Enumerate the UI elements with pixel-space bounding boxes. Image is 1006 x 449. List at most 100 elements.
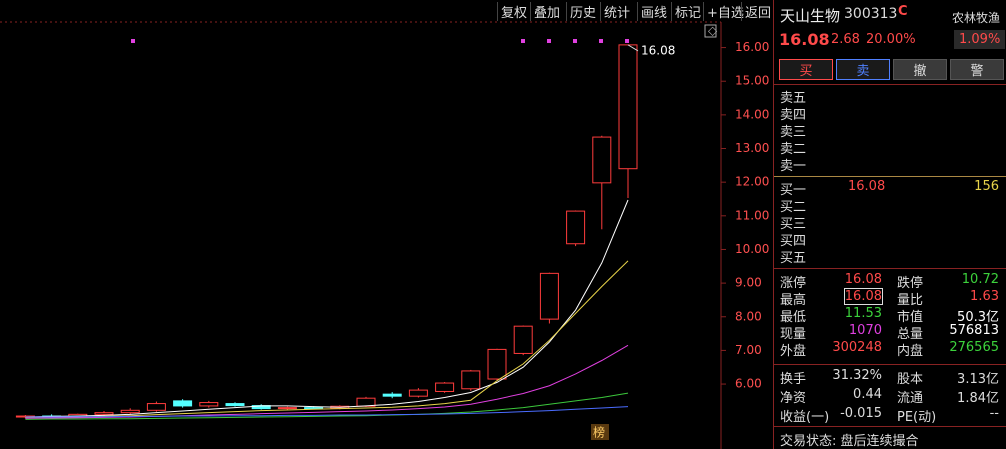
- stat-label: 最高: [780, 293, 807, 308]
- ask-label: 卖一: [780, 159, 807, 174]
- candle-body: [304, 407, 324, 410]
- toolbar-button[interactable]: 叠加: [530, 2, 563, 21]
- y-tick-label: 12.00: [735, 175, 769, 189]
- stat-label: 现量: [780, 327, 807, 342]
- sep: [774, 426, 1006, 427]
- action-button[interactable]: 买: [779, 59, 833, 80]
- action-button[interactable]: 撤: [893, 59, 947, 80]
- y-tick-label: 9.00: [735, 276, 762, 290]
- candle-body: [487, 348, 507, 380]
- stat-value: 1070: [848, 323, 882, 338]
- stat-label: 换手: [780, 372, 807, 387]
- toolbar-button[interactable]: +自选: [703, 2, 747, 21]
- candle-body: [225, 403, 245, 407]
- stat-label: 股本: [897, 372, 924, 387]
- candle-body: [199, 402, 219, 407]
- toolbar-button[interactable]: 标记: [671, 2, 704, 21]
- candle-body: [618, 44, 638, 170]
- kline-chart: ◇ 6.00 7.00 8.00 9.00 10.00 11.00 12.00 13.00 14…: [0, 21, 769, 449]
- stat-value: 16.08: [844, 272, 882, 287]
- toolbar-button[interactable]: 画线: [637, 2, 670, 21]
- y-tick-label: 15.00: [735, 74, 769, 88]
- ma-line: [25, 392, 629, 420]
- sep: [774, 268, 1006, 269]
- badge-bg: [591, 424, 609, 440]
- icon[interactable]: [704, 24, 717, 38]
- candle-body: [435, 382, 455, 392]
- stock-name: 天山生物: [780, 7, 841, 25]
- pct: 20.00%: [866, 32, 916, 47]
- stat-value: 1.63: [970, 289, 999, 304]
- stat-value: 576813: [949, 323, 999, 338]
- stat-label: 量比: [897, 293, 924, 308]
- candle-body: [461, 370, 481, 390]
- candle-body: [94, 412, 114, 415]
- stat-label: 总量: [897, 327, 924, 342]
- stat-value: 3.13亿: [957, 372, 999, 387]
- stat-label: 最低: [780, 310, 807, 325]
- stat-value: 10.72: [961, 272, 999, 287]
- stat-label: 净资: [780, 391, 807, 406]
- bid-cell: 买二: [780, 200, 807, 215]
- bid-cell: 买一: [780, 183, 807, 198]
- sector: 农林牧渔: [952, 11, 1001, 25]
- candle-body: [539, 272, 559, 320]
- action-button[interactable]: 卖: [836, 59, 890, 80]
- bid-cell: 买四: [780, 234, 807, 249]
- candle-body: [120, 409, 140, 414]
- quote-panel: 天山生物 300313 C 农林牧渔 16.08 2.68 20.00% 1.09% 买卖撤警卖…: [773, 0, 1006, 449]
- badge: 榜: [593, 425, 605, 440]
- stat-value: 0.44: [853, 387, 882, 402]
- sep: [774, 176, 1006, 177]
- y-tick-label: 8.00: [735, 309, 762, 323]
- toolbar-button[interactable]: 复权: [497, 2, 530, 21]
- stat-label: 涨停: [780, 276, 807, 291]
- y-tick-label: 13.00: [735, 141, 769, 155]
- toolbar-button[interactable]: 统计: [600, 2, 633, 21]
- stat-label: 流通: [897, 391, 924, 406]
- toolbar-button[interactable]: 历史: [566, 2, 599, 21]
- y-tick-label: 6.00: [735, 377, 762, 391]
- high-label: 16.08: [641, 43, 675, 57]
- candle-body: [566, 210, 586, 245]
- bid-cell: 156: [974, 179, 999, 194]
- pointer: [627, 44, 639, 52]
- stat-value: 31.32%: [832, 368, 882, 383]
- icon[interactable]: ◇: [708, 24, 718, 38]
- candle-body: [173, 400, 193, 407]
- y-tick-label: 7.00: [735, 343, 762, 357]
- ma-line: [25, 406, 629, 418]
- stat-value: 300248: [832, 340, 882, 355]
- bid-cell: 买五: [780, 251, 807, 266]
- stock-tag: C: [898, 4, 908, 19]
- candle-body: [513, 325, 533, 354]
- stat-value: 50.3亿: [957, 310, 999, 325]
- bid-cell: 16.08: [848, 179, 886, 194]
- ma-line: [25, 199, 629, 418]
- stat-label: 外盘: [780, 344, 807, 359]
- candle-body: [146, 403, 166, 411]
- sep: [774, 364, 1006, 365]
- ask-label: 卖五: [780, 91, 807, 106]
- event-markers: [131, 39, 629, 43]
- stat-label: PE(动): [897, 410, 937, 425]
- stock-code: 300313: [844, 6, 898, 22]
- stat-label: 市值: [897, 310, 924, 325]
- action-button[interactable]: 警: [950, 59, 1004, 80]
- sector-pct: 1.09%: [954, 30, 1006, 49]
- y-tick-label: 16.00: [735, 40, 769, 54]
- stat-value: 1.84亿: [957, 391, 999, 406]
- y-tick-label: 11.00: [735, 208, 769, 222]
- stat-value: 11.53: [844, 306, 882, 321]
- y-tick-label: 14.00: [735, 107, 769, 121]
- bid-cell: 买三: [780, 217, 807, 232]
- change: 2.68: [831, 32, 860, 47]
- ask-label: 卖四: [780, 108, 807, 123]
- stat-value: -0.015: [840, 406, 882, 421]
- toolbar-button[interactable]: 返回: [741, 2, 774, 21]
- stat-value: 16.08: [843, 288, 884, 305]
- stat-label: 内盘: [897, 344, 924, 359]
- sep: [774, 84, 1006, 85]
- candle-body: [382, 393, 402, 397]
